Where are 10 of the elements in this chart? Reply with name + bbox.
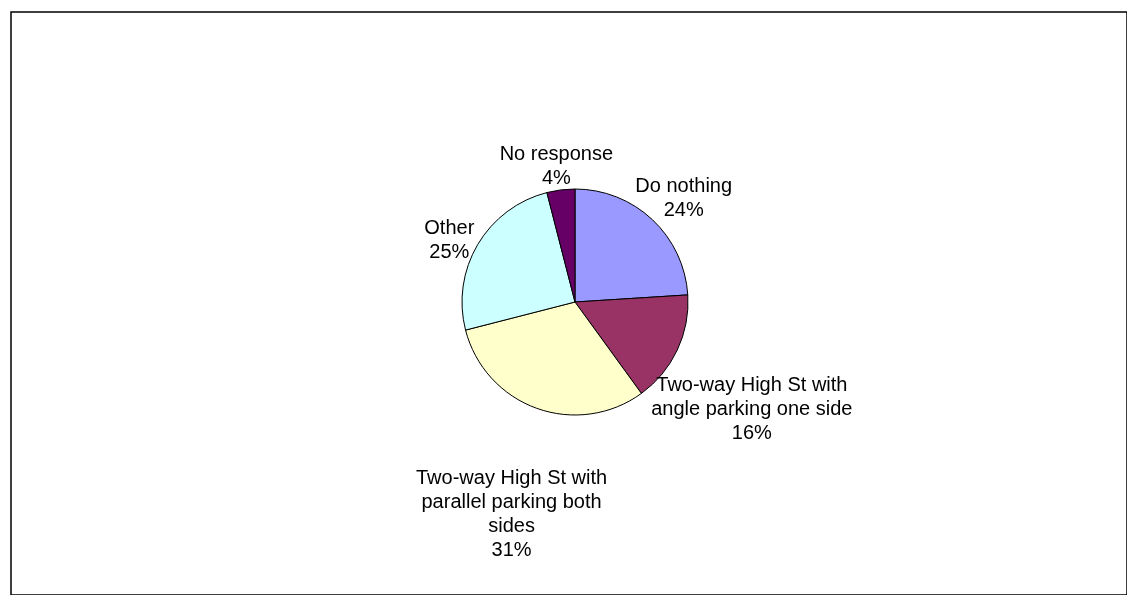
slice-label: Do nothing <box>635 174 733 197</box>
data-label: 16% <box>731 421 773 444</box>
data-label: 31% <box>491 538 532 561</box>
data-label: 24% <box>663 198 704 221</box>
slice-label: Other <box>424 215 475 238</box>
slice-label: Two-way High St with parallel parking both sides <box>415 466 608 537</box>
data-label: 4% <box>541 166 572 189</box>
slice-label: No response <box>499 142 614 165</box>
data-label: 25% <box>429 239 470 262</box>
slice-label: Two-way High St with angle parking one side <box>651 373 853 420</box>
